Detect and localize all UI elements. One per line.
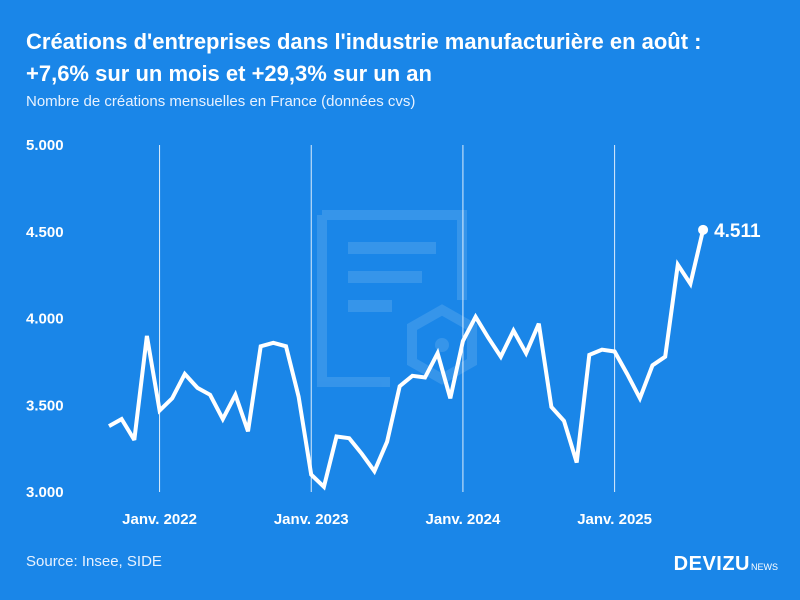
last-value-label: 4.511 [714, 221, 761, 242]
y-tick-label: 4.500 [26, 224, 64, 241]
x-axis: Janv. 2022 Janv. 2023 Janv. 2024 Janv. 2025 [122, 511, 652, 528]
x-tick-label: Janv. 2022 [122, 511, 197, 528]
brand-suffix: NEWS [751, 562, 778, 572]
y-tick-label: 4.000 [26, 311, 64, 328]
chart-title: Créations d'entreprises dans l'industrie… [26, 26, 786, 90]
y-tick-label: 3.500 [26, 397, 64, 414]
series-line [108, 229, 706, 491]
x-tick-label: Janv. 2025 [577, 511, 652, 528]
series: 4.511 [108, 221, 761, 491]
source-note: Source: Insee, SIDE [26, 553, 162, 570]
brand-name: DEVIZU [673, 553, 750, 575]
x-tick-label: Janv. 2023 [274, 511, 349, 528]
brand-logo: DEVIZUNEWS [674, 553, 778, 576]
title-line-2: +7,6% sur un mois et +29,3% sur un an [26, 61, 432, 86]
last-point-marker [698, 224, 709, 235]
title-line-1: Créations d'entreprises dans l'industrie… [26, 29, 702, 54]
y-tick-label: 5.000 [26, 137, 64, 154]
y-tick-label: 3.000 [26, 484, 64, 501]
chart-subtitle: Nombre de créations mensuelles en France… [26, 93, 416, 110]
x-tick-label: Janv. 2024 [426, 511, 501, 528]
document-watermark-icon [317, 210, 477, 387]
y-axis: 3.000 3.500 4.000 4.500 5.000 [26, 137, 64, 501]
grid-lines [159, 145, 616, 492]
